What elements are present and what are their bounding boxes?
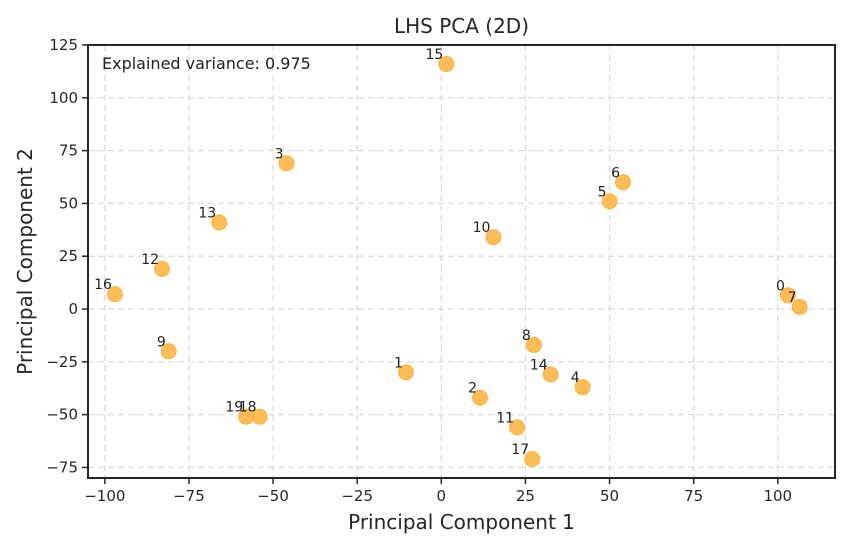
point-label: 12 — [141, 252, 159, 268]
data-point — [615, 174, 632, 191]
plot-frame — [87, 44, 836, 479]
point-label: 17 — [511, 442, 529, 458]
data-point — [438, 56, 455, 73]
x-tick-label: −100 — [84, 487, 125, 505]
chart-title: LHS PCA (2D) — [394, 14, 529, 38]
y-tick-label: −75 — [46, 458, 78, 476]
axis-ticks: −100 −75 −50 −25 0 25 50 75 100−75−50−2502550751… — [46, 36, 792, 505]
data-points — [106, 56, 808, 467]
data-point — [524, 450, 541, 467]
point-label: 18 — [239, 400, 257, 416]
point-label: 2 — [468, 381, 477, 397]
point-label: 16 — [94, 277, 112, 293]
point-label: 4 — [571, 370, 580, 386]
point-label: 14 — [530, 358, 548, 374]
point-label: 3 — [275, 146, 284, 162]
data-point — [278, 155, 295, 172]
y-tick-label: 25 — [59, 247, 78, 265]
x-tick-label: −50 — [257, 487, 289, 505]
data-point — [485, 229, 502, 246]
point-label: 10 — [473, 220, 491, 236]
point-label: 11 — [496, 410, 514, 426]
data-point — [160, 343, 177, 360]
data-point — [509, 419, 526, 436]
data-point — [397, 364, 414, 381]
y-tick-label: −25 — [46, 353, 78, 371]
point-label: 1 — [394, 355, 403, 371]
point-label: 7 — [788, 290, 797, 306]
point-label: 0 — [776, 278, 785, 294]
point-label: 15 — [426, 47, 444, 63]
data-point — [574, 379, 591, 396]
data-point — [542, 366, 559, 383]
data-point — [472, 389, 489, 406]
explained-variance-annotation: Explained variance: 0.975 — [102, 54, 311, 73]
point-label: 9 — [157, 334, 166, 350]
data-point — [154, 260, 171, 277]
x-tick-label: 100 — [763, 487, 792, 505]
point-label: 5 — [598, 184, 607, 200]
y-axis-title: Principal Component 2 — [13, 148, 37, 375]
y-tick-label: 50 — [59, 194, 78, 212]
y-tick-label: 0 — [68, 300, 78, 318]
y-tick-label: 125 — [49, 36, 78, 54]
data-point — [791, 298, 808, 315]
point-label: 8 — [522, 328, 531, 344]
data-point — [525, 336, 542, 353]
data-point — [211, 214, 228, 231]
point-label: 13 — [198, 205, 216, 221]
data-point — [601, 193, 618, 210]
x-tick-label: 75 — [684, 487, 703, 505]
data-point — [238, 408, 255, 425]
x-axis-title: Principal Component 1 — [348, 510, 575, 534]
y-tick-label: 100 — [49, 89, 78, 107]
x-tick-label: 50 — [600, 487, 619, 505]
grid-lines — [88, 44, 835, 478]
point-label: 19 — [225, 400, 243, 416]
data-point — [779, 287, 796, 304]
point-label: 6 — [611, 165, 620, 181]
x-tick-label: 0 — [437, 487, 447, 505]
x-tick-label: −25 — [341, 487, 373, 505]
x-tick-label: −75 — [173, 487, 205, 505]
x-tick-label: 25 — [516, 487, 535, 505]
data-point — [106, 286, 123, 303]
y-tick-label: −50 — [46, 406, 78, 424]
y-tick-label: 75 — [59, 142, 78, 160]
